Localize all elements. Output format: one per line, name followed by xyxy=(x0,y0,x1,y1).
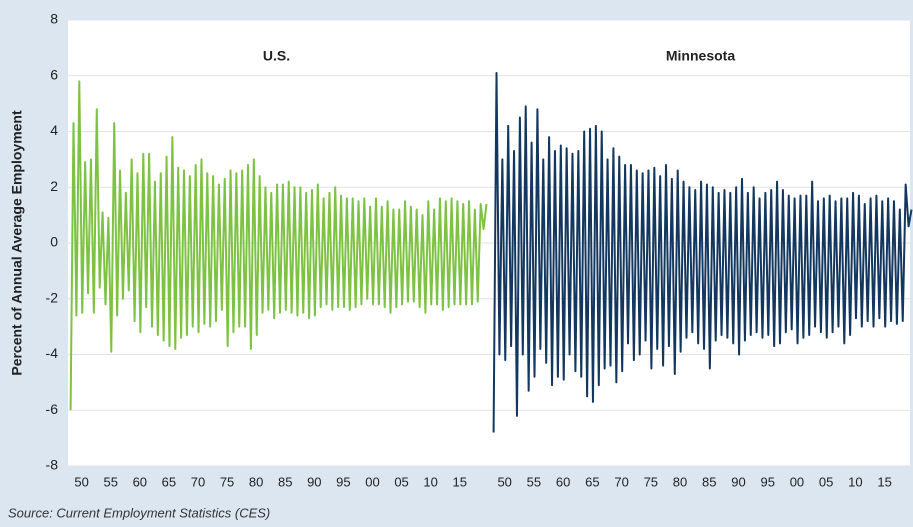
x-tick-label: 90 xyxy=(731,474,745,489)
x-tick-label: 75 xyxy=(220,474,234,489)
x-tick-label: 50 xyxy=(497,474,511,489)
x-tick-label: 10 xyxy=(423,474,437,489)
x-tick-label: 05 xyxy=(819,474,833,489)
y-axis-label: Percent of Annual Average Employment xyxy=(9,110,25,376)
y-tick-label: -8 xyxy=(46,457,59,473)
x-tick-label: 70 xyxy=(191,474,205,489)
source: Source: Current Employment Statistics (C… xyxy=(8,505,270,520)
x-tick-label: 60 xyxy=(133,474,147,489)
x-tick-label: 65 xyxy=(162,474,176,489)
x-tick-label: 15 xyxy=(452,474,466,489)
y-tick-label: -6 xyxy=(46,401,59,417)
line xyxy=(69,80,488,411)
y-tick-label: 2 xyxy=(50,178,58,194)
y-tick-label: 4 xyxy=(50,122,58,138)
x-tick-label: 65 xyxy=(585,474,599,489)
x-tick-label: 00 xyxy=(790,474,804,489)
x-tick-label: 80 xyxy=(673,474,687,489)
panel-title: Minnesota xyxy=(666,48,735,64)
panel-title: U.S. xyxy=(263,48,290,64)
x-tick-label: 05 xyxy=(394,474,408,489)
x-tick-label: 70 xyxy=(614,474,628,489)
x-tick-label: 55 xyxy=(527,474,541,489)
x-tick-label: 95 xyxy=(760,474,774,489)
x-tick-label: 60 xyxy=(556,474,570,489)
x-tick-label: 50 xyxy=(74,474,88,489)
x-tick-label: 15 xyxy=(877,474,891,489)
x-tick-label: 85 xyxy=(278,474,292,489)
x-tick-label: 80 xyxy=(249,474,263,489)
x-tick-label: 85 xyxy=(702,474,716,489)
y-tick-label: 6 xyxy=(50,66,58,82)
x-tick-label: 90 xyxy=(307,474,321,489)
line xyxy=(492,71,913,433)
x-tick-label: 00 xyxy=(365,474,379,489)
x-tick-label: 95 xyxy=(336,474,350,489)
y-tick-label: 8 xyxy=(50,11,58,27)
y-tick-label: 0 xyxy=(50,234,58,250)
y-tick-label: -4 xyxy=(46,345,59,361)
x-tick-label: 10 xyxy=(848,474,862,489)
x-tick-label: 55 xyxy=(103,474,117,489)
x-tick-label: 75 xyxy=(644,474,658,489)
y-tick-label: -2 xyxy=(46,289,59,305)
